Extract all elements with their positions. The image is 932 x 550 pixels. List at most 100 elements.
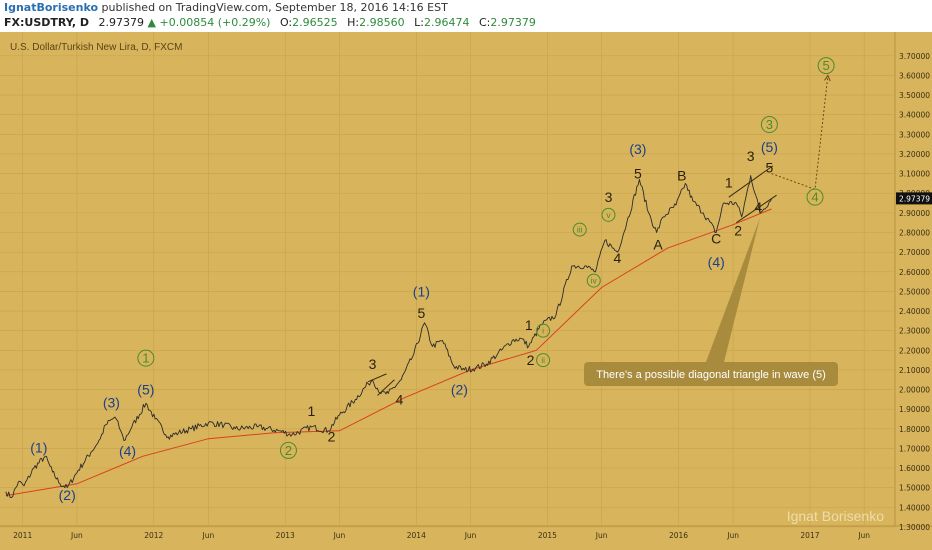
wave-label-circle — [806, 188, 824, 206]
y-tick-label: 2.20000 — [899, 346, 930, 355]
wave-label: (5) — [761, 139, 778, 155]
wave-label: C — [711, 230, 721, 246]
x-tick-label: Jun — [202, 531, 215, 540]
wave-label: 1 — [725, 174, 733, 190]
wave-label: (2) — [59, 487, 76, 503]
wave-label: ii — [541, 355, 545, 365]
last-price-marker — [896, 192, 932, 205]
wave-label: 4 — [614, 250, 622, 266]
wave-label-circle — [536, 353, 551, 368]
wave-label: 5 — [823, 58, 830, 73]
x-tick-label: 2013 — [276, 531, 295, 540]
price-change: +0.00854 (+0.29%) — [159, 16, 271, 29]
y-tick-label: 2.50000 — [899, 287, 930, 296]
diagonal-trendline — [377, 379, 395, 396]
wave-label: A — [653, 236, 663, 252]
y-tick-label: 3.20000 — [899, 150, 930, 159]
wave-label-circle — [817, 57, 835, 75]
wave-label: (4) — [708, 254, 725, 270]
y-tick-label: 2.80000 — [899, 229, 930, 238]
wave-label: 2 — [328, 429, 336, 445]
open-label: O: — [279, 16, 293, 29]
wave-label: 3 — [369, 356, 377, 372]
x-tick-label: Jun — [857, 531, 870, 540]
y-tick-label: 1.70000 — [899, 444, 930, 453]
quote-bar: FX:USDTRY, D 2.97379 ▲ +0.00854 (+0.29%)… — [4, 16, 536, 29]
y-tick-label: 1.90000 — [899, 405, 930, 414]
y-tick-label: 3.60000 — [899, 71, 930, 80]
callout-pointer — [706, 217, 761, 362]
wave-label: 1 — [308, 403, 316, 419]
wave-label: 1 — [525, 317, 533, 333]
x-tick-label: 2017 — [800, 531, 819, 540]
wave-label: (1) — [30, 439, 47, 455]
wave-label: (4) — [119, 443, 136, 459]
x-tick-label: 2014 — [407, 531, 426, 540]
wave-label: 1 — [142, 351, 149, 366]
price-chart[interactable]: 1.30000 1.40000 1.50000 1.60000 1.70000 1.800… — [0, 32, 932, 550]
wave-label: 2 — [734, 223, 742, 239]
high-value: 2.98560 — [359, 16, 405, 29]
y-tick-label: 2.70000 — [899, 248, 930, 257]
y-tick-label: 3.50000 — [899, 91, 930, 100]
x-tick-label: Jun — [464, 531, 477, 540]
callout-text: There's a possible diagonal triangle in … — [596, 369, 826, 381]
chart-title: U.S. Dollar/Turkish New Lira, D, FXCM — [10, 42, 182, 53]
up-arrow-icon: ▲ — [147, 16, 157, 29]
diagonal-trendline — [736, 194, 777, 224]
x-tick-label: 2011 — [13, 531, 32, 540]
projection-arrowhead — [824, 74, 831, 82]
wave-label: (1) — [413, 283, 430, 299]
wave-label: 4 — [396, 391, 404, 407]
author-link[interactable]: IgnatBorisenko — [4, 1, 99, 14]
x-tick-label: 2015 — [538, 531, 557, 540]
x-tick-label: 2016 — [669, 531, 688, 540]
open-value: 2.96525 — [292, 16, 338, 29]
wave-label-circle — [601, 207, 616, 222]
wave-label: 4 — [754, 199, 762, 215]
wave-label-circle — [760, 116, 778, 134]
x-tick-label: Jun — [333, 531, 346, 540]
wave-label: 3 — [747, 148, 755, 164]
wave-label: i — [542, 326, 544, 336]
y-tick-label: 3.10000 — [899, 170, 930, 179]
wave-label: (3) — [629, 141, 646, 157]
wave-label-circle — [536, 323, 551, 338]
wave-label: iv — [591, 276, 598, 286]
y-tick-label: 2.00000 — [899, 386, 930, 395]
x-tick-label: 2012 — [144, 531, 163, 540]
wave-label: 2 — [527, 352, 535, 368]
moving-average-line — [5, 208, 772, 497]
wave-label: (3) — [103, 394, 120, 410]
time-axis-background — [0, 526, 932, 550]
low-value: 2.96474 — [423, 16, 470, 29]
x-tick-label: Jun — [70, 531, 83, 540]
wave-label-circle — [279, 441, 297, 459]
wave-label: 3 — [766, 117, 773, 132]
wave-label: 3 — [605, 189, 613, 205]
publish-date: published on TradingView.com, September … — [101, 1, 448, 14]
symbol-label: FX:USDTRY, D — [4, 16, 90, 29]
wave-label: 2 — [285, 443, 292, 458]
y-tick-label: 2.40000 — [899, 307, 930, 316]
x-tick-label: Jun — [595, 531, 608, 540]
wave-label-circle — [572, 222, 587, 237]
wave-label: v — [606, 210, 611, 220]
last-price-label: 2.97379 — [899, 194, 930, 203]
wave-label-circle — [137, 349, 155, 367]
wave-label: iii — [577, 225, 583, 235]
diagonal-trendline — [367, 373, 387, 383]
x-tick-label: Jun — [726, 531, 739, 540]
y-tick-label: 3.30000 — [899, 130, 930, 139]
low-label: L: — [414, 16, 424, 29]
wave-label: 5 — [765, 160, 773, 176]
wave-label: 5 — [417, 305, 425, 321]
y-tick-label: 2.90000 — [899, 209, 930, 218]
wave-label: 4 — [811, 190, 818, 205]
diagonal-trendline — [728, 165, 774, 198]
y-tick-label: 3.70000 — [899, 52, 930, 61]
wave-label-circle — [586, 273, 601, 288]
y-tick-label: 1.80000 — [899, 425, 930, 434]
wave-label: (2) — [451, 382, 468, 398]
wave-label: 5 — [634, 166, 642, 182]
